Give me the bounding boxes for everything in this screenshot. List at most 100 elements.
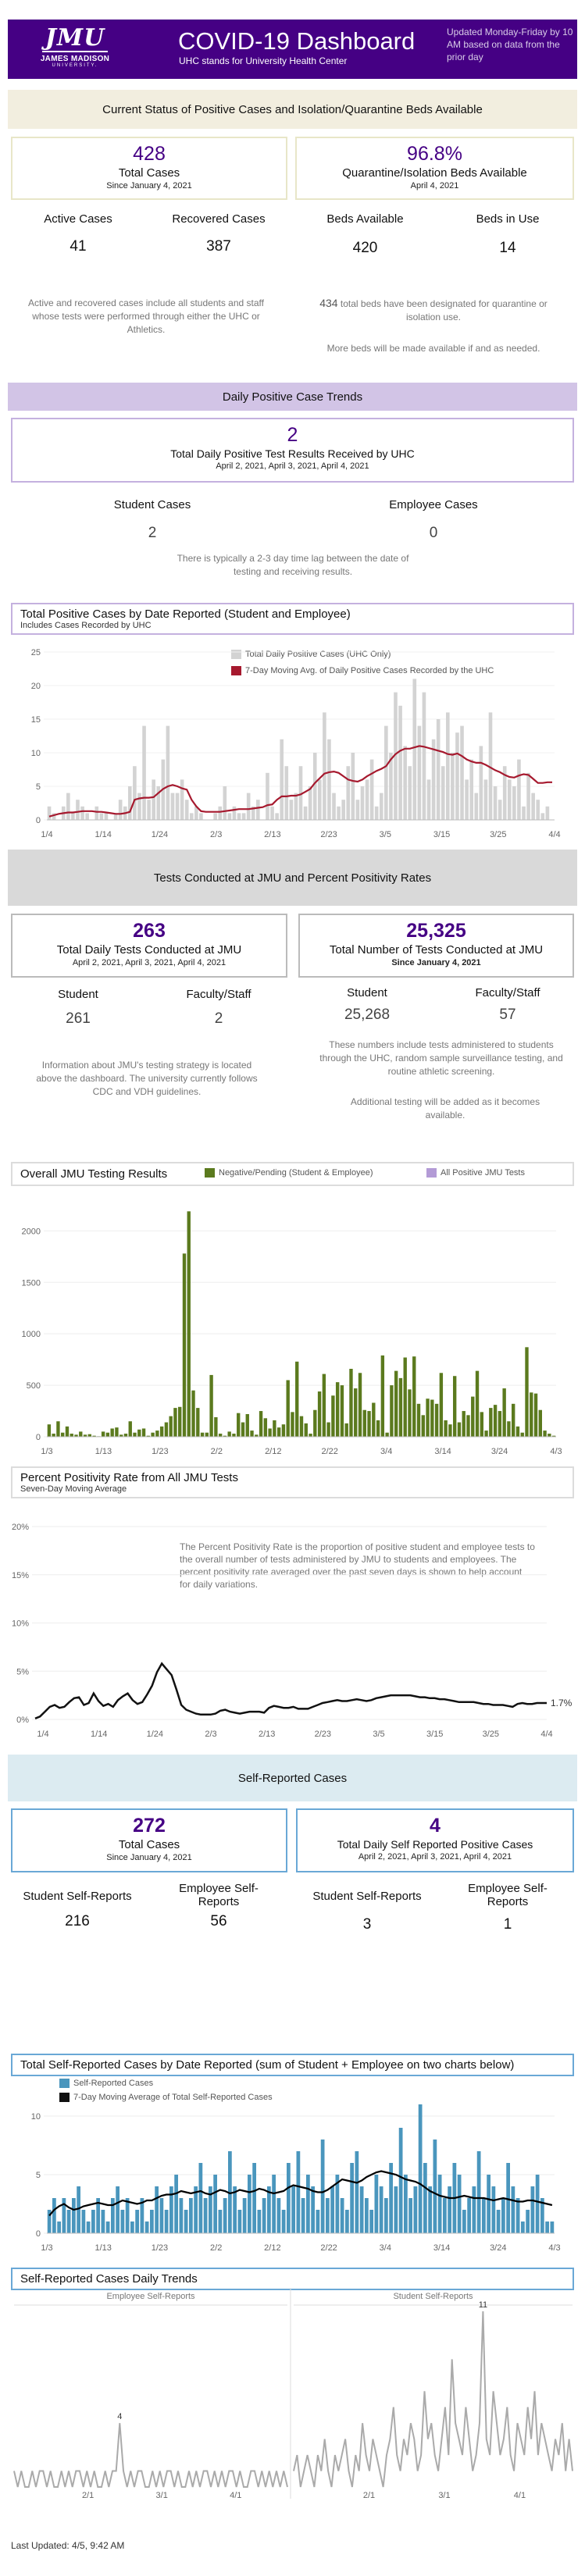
- bar: [479, 746, 483, 820]
- daily-band: Daily Positive Case Trends: [8, 383, 577, 411]
- bar: [444, 1420, 448, 1437]
- bar: [488, 712, 493, 820]
- testing-results-chart[interactable]: 0 500 1000 1500 2000 1/3 1/13 1/23 2/2 2/12 2/22 3/…: [0, 1195, 585, 1460]
- bar: [502, 766, 507, 820]
- bar: [218, 1434, 223, 1437]
- self-daily-label: Total Daily Self Reported Positive Cases: [337, 1838, 533, 1851]
- bar: [198, 2163, 203, 2233]
- bar: [389, 753, 393, 820]
- bar: [83, 1434, 87, 1437]
- positive-cases-chart[interactable]: 0 5 10 15 20 25 1/4 1/14 1/24 2/3 2/13 2/23 3/5 3/15 3…: [0, 640, 585, 843]
- dashboard-header: JMU JAMES MADISON UNIVERSITY. COVID-19 D…: [8, 20, 577, 79]
- tests-faculty-label: Faculty/Staff: [186, 988, 251, 1001]
- legend-positive[interactable]: All Positive JMU Tests: [426, 1168, 525, 1178]
- bar: [475, 1370, 480, 1437]
- legend-self-reported-label: Self-Reported Cases: [73, 2079, 154, 2088]
- bar: [428, 2186, 432, 2233]
- panel-title: Employee Self-Reports: [106, 2292, 195, 2301]
- bar: [394, 1370, 398, 1437]
- bar: [421, 1415, 425, 1437]
- bar: [110, 1428, 114, 1437]
- bar: [416, 1403, 421, 1437]
- bar: [417, 725, 422, 820]
- bar: [515, 2198, 520, 2233]
- x-tick-label: 1/23: [152, 2243, 168, 2253]
- bar: [223, 1435, 227, 1437]
- bar: [101, 2210, 105, 2233]
- moving-average-line: [48, 745, 552, 818]
- bar: [74, 1434, 78, 1437]
- bar: [237, 1413, 241, 1437]
- legend-self-avg[interactable]: 7-Day Moving Average of Total Self-Repor…: [59, 2093, 273, 2102]
- bar: [474, 793, 479, 820]
- bar: [496, 2210, 501, 2233]
- bar: [369, 2210, 373, 2233]
- positivity-rate-chart[interactable]: 0% 5% 10% 15% 20% 1.7% 1/4 1/14 1/24 2/3 2/13 2/23 3…: [0, 1507, 585, 1741]
- bar: [365, 2198, 369, 2233]
- bar: [146, 1435, 151, 1437]
- legend-negative[interactable]: Negative/Pending (Student & Employee): [205, 1168, 373, 1178]
- bar: [255, 1434, 259, 1437]
- y-tick-label: 0: [36, 816, 41, 825]
- x-tick-label: 3/25: [483, 1730, 499, 1739]
- bar: [57, 2221, 61, 2233]
- bar: [246, 793, 251, 820]
- bar: [133, 766, 137, 820]
- bar: [159, 2198, 164, 2233]
- testing-chart-title: Overall JMU Testing Results: [20, 1167, 168, 1181]
- bar: [506, 2163, 510, 2233]
- self-trends-chart[interactable]: Employee Self-Reports 4 2/1 3/1 4/1 Student S…: [0, 2288, 585, 2500]
- bar: [213, 813, 217, 820]
- x-tick-label: 4/3: [550, 1447, 562, 1456]
- legend-swatch-lavender: [426, 1168, 437, 1178]
- x-tick-label: 3/1: [156, 2491, 168, 2500]
- bar: [257, 2210, 262, 2233]
- bar: [92, 1435, 96, 1437]
- bar: [398, 705, 402, 820]
- bar: [369, 759, 374, 820]
- jmu-logo[interactable]: JMU JAMES MADISON UNIVERSITY.: [31, 26, 119, 74]
- bar: [540, 2198, 544, 2233]
- x-tick-label: 1/23: [152, 1447, 168, 1456]
- legend-moving-avg[interactable]: 7-Day Moving Avg. of Daily Positive Case…: [231, 666, 494, 675]
- bar: [354, 1388, 358, 1437]
- bar: [166, 725, 170, 820]
- bar: [228, 2151, 232, 2233]
- bar: [280, 739, 284, 820]
- bar: [312, 753, 317, 820]
- bar: [384, 725, 388, 820]
- bar: [304, 1423, 308, 1437]
- student-cases-value: 2: [148, 525, 157, 541]
- bar: [104, 813, 109, 820]
- bar: [340, 2198, 344, 2233]
- beds-total-note: 434 total beds have been designated for …: [312, 297, 555, 324]
- legend-self-reported[interactable]: Self-Reported Cases: [59, 2079, 153, 2088]
- bar: [358, 1373, 362, 1437]
- x-tick-label: 1/4: [41, 830, 52, 839]
- x-tick-label: 2/22: [320, 2243, 337, 2253]
- bar: [551, 1435, 556, 1437]
- bar: [465, 779, 469, 820]
- bar: [335, 2175, 340, 2233]
- bar: [281, 2210, 286, 2233]
- bar: [155, 1431, 159, 1437]
- bar: [291, 1412, 294, 1437]
- bar: [467, 2198, 471, 2233]
- x-tick-label: 4/3: [548, 2243, 560, 2253]
- x-tick-label: 2/1: [363, 2491, 375, 2500]
- bar: [320, 2140, 325, 2233]
- y-tick-label: 20%: [12, 1523, 29, 1532]
- bar: [263, 1418, 268, 1437]
- self-reported-chart[interactable]: 0 5 10 1/3 1/13 1/23 2/2 2/12 2/22 3/4 3/14 3/24 4/3: [0, 2100, 585, 2253]
- bar: [184, 2210, 188, 2233]
- last-updated: Last Updated: 4/5, 9:42 AM: [11, 2540, 125, 2551]
- bar: [511, 1403, 515, 1437]
- beds-total-value: 434: [319, 297, 338, 309]
- x-tick-label: 2/13: [259, 1730, 275, 1739]
- x-tick-label: 1/3: [41, 2243, 52, 2253]
- x-tick-label: 2/13: [264, 830, 280, 839]
- bar: [457, 2175, 462, 2233]
- bar: [526, 772, 530, 820]
- bar: [284, 766, 289, 820]
- bar: [194, 806, 198, 820]
